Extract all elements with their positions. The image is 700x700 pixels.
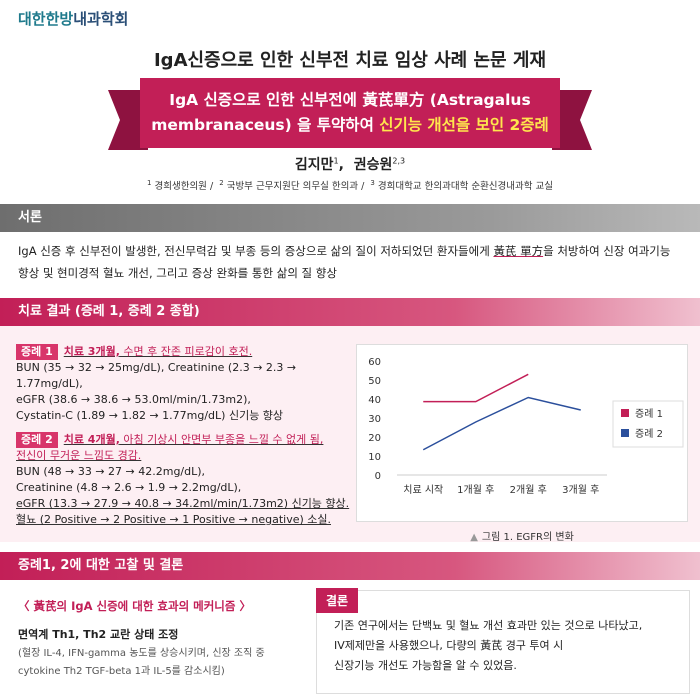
intro-text: IgA 신증 후 신부전이 발생한, 전신무력감 및 부종 등의 증상으로 삶의… — [18, 240, 688, 284]
author-1: 김지만 — [294, 157, 334, 173]
page-title: IgA신증으로 인한 신부전 치료 임상 사례 논문 게재 — [153, 50, 547, 71]
mechanism-detail-1: (혈장 IL-4, IFN-gamma 농도를 상승시키며, 신장 조직 중 — [18, 648, 265, 659]
y-tick-label: 10 — [368, 452, 381, 463]
results-section-header: 치료 결과 (증례 1, 증례 2 종합) — [0, 298, 700, 326]
chart-caption: ▲ 그림 1. EGFR의 변화 — [356, 528, 688, 543]
x-tick-label: 1개월 후 — [457, 484, 494, 496]
conclusion-line-3: 신장기능 개선도 가능함을 알 수 있었음. — [334, 659, 517, 672]
authors: 김지만1, 권승원2,3 — [0, 154, 700, 174]
ribbon-line-1: IgA 신증으로 인한 신부전에 黃芪單方 (Astragalus — [169, 91, 531, 109]
x-tick-label: 2개월 후 — [510, 484, 547, 496]
case-2-line-4: 혈뇨 (2 Positive → 2 Positive → 1 Positive… — [16, 513, 331, 526]
affil-1: 경희생한의원 / — [154, 181, 214, 192]
society-logo: 대한한방내과학회 — [18, 8, 128, 29]
y-tick-label: 20 — [368, 433, 381, 444]
case-2-line-2: Creatinine (4.8 → 2.6 → 1.9 → 2.2mg/dL), — [16, 481, 242, 494]
conclusion-box — [316, 590, 690, 694]
mechanism-title: 〈 黃芪의 IgA 신증에 대한 효과의 메커니즘 〉 — [18, 599, 251, 613]
intro-text-2: 을 처방하여 신장 여과기능 — [543, 244, 671, 258]
author-2-affil: 2,3 — [392, 156, 406, 166]
affil-2: 국방부 근무지원단 의무실 한의과 / — [226, 181, 365, 192]
affil-3-num: 3 — [370, 178, 375, 187]
ribbon-line-2-plain: membranaceus) 을 투약하여 — [151, 116, 380, 134]
series-line-2 — [422, 396, 581, 451]
case-1: 증례 1 치료 3개월, 수면 후 잔존 피로감이 호전. BUN (35 → 3… — [16, 344, 356, 424]
y-tick-label: 30 — [368, 414, 381, 425]
chart-caption-text: 그림 1. EGFR의 변화 — [481, 532, 574, 543]
case-2-line-3: eGFR (13.3 → 27.9 → 40.8 → 34.2ml/min/1.… — [16, 497, 350, 510]
conclusion-tag: 결론 — [316, 588, 359, 613]
affiliations: 1 경희생한의원 / 2 국방부 근무지원단 의무실 한의과 / 3 경희대학교… — [0, 178, 700, 192]
y-tick-label: 40 — [368, 395, 381, 406]
mechanism-detail: (혈장 IL-4, IFN-gamma 농도를 상승시키며, 신장 조직 중 c… — [18, 645, 308, 681]
mechanism-detail-2: cytokine Th2 TGF-beta 1과 IL-5를 감소시킴) — [18, 666, 225, 677]
logo-part-1: 대한한방 — [18, 10, 74, 28]
author-1-affil: 1 — [333, 156, 339, 166]
intro-herb: 黃芪 單方 — [493, 244, 544, 258]
case-2-line-0: 전신이 무거운 느낌도 경감. — [16, 449, 142, 462]
logo-part-2: 내과학회 — [73, 10, 129, 28]
case-1-line-2: eGFR (38.6 → 38.6 → 53.0ml/min/1.73m2), — [16, 393, 251, 406]
egfr-chart: 0 10 20 30 40 50 60 치료 시작 1개월 후 2개월 후 3개월 후 증례 1 증례 … — [356, 344, 688, 522]
discussion-section-header: 증례1, 2에 대한 고찰 및 결론 — [0, 552, 700, 580]
affil-1-num: 1 — [146, 178, 152, 187]
case-1-line-1: BUN (35 → 32 → 25mg/dL), Creatinine (2.3… — [16, 361, 297, 390]
case-1-lead-rest: 수면 후 잔존 피로감이 호전. — [119, 345, 253, 358]
affil-2-num: 2 — [219, 178, 224, 187]
author-sep: , — [338, 157, 344, 173]
x-tick-label: 치료 시작 — [403, 484, 443, 496]
conclusion-line-1: 기존 연구에서는 단백뇨 및 혈뇨 개선 효과만 있는 것으로 나타났고, — [334, 619, 643, 632]
case-1-line-3: Cystatin-C (1.89 → 1.82 → 1.77mg/dL) 신기능… — [16, 409, 284, 422]
ribbon-line-2: membranaceus) 을 투약하여 신기능 개선을 보인 2증례 — [140, 113, 560, 138]
series-line-1 — [423, 373, 529, 403]
legend-swatch — [621, 409, 629, 417]
egfr-chart-svg: 0 10 20 30 40 50 60 치료 시작 1개월 후 2개월 후 3개월 후 증례 1 증례 … — [368, 357, 684, 496]
conclusion-line-2: IV제제만을 사용했으나, 다량의 黃芪 경구 투여 시 — [334, 639, 564, 652]
case-1-tag: 증례 1 — [16, 344, 58, 360]
conclusion-text: 기존 연구에서는 단백뇨 및 혈뇨 개선 효과만 있는 것으로 나타났고, IV… — [334, 616, 684, 676]
case-2-line-1: BUN (48 → 33 → 27 → 42.2mg/dL), — [16, 465, 206, 478]
y-tick-label: 60 — [368, 357, 381, 368]
legend-label: 증례 1 — [635, 408, 663, 420]
paper-title-ribbon: IgA 신증으로 인한 신부전에 黃芪單方 (Astragalus membra… — [140, 78, 560, 148]
case-2-lead: 치료 4개월, — [63, 433, 120, 446]
y-tick-label: 50 — [368, 376, 381, 387]
case-2-tag: 증례 2 — [16, 432, 58, 448]
intro-text-3: 향상 및 현미경적 혈뇨 개선, 그리고 증상 완화를 통한 삶의 질 향상 — [18, 266, 337, 280]
intro-text-1: IgA 신증 후 신부전이 발생한, 전신무력감 및 부종 등의 증상으로 삶의… — [18, 244, 494, 258]
legend-label: 증례 2 — [635, 428, 663, 440]
triangle-icon: ▲ — [470, 532, 478, 543]
case-2-lead-rest: 아침 기상시 안면부 부종을 느낄 수 없게 됨, — [119, 433, 324, 446]
ribbon-highlight: 신기능 개선을 보인 2증례 — [379, 116, 549, 134]
mechanism-subtitle: 면역계 Th1, Th2 교란 상태 조정 — [18, 628, 179, 641]
case-2: 증례 2 치료 4개월, 아침 기상시 안면부 부종을 느낄 수 없게 됨, 전신… — [16, 432, 356, 528]
affil-3: 경희대학교 한의과대학 순환신경내과학 교실 — [377, 181, 554, 192]
case-1-lead: 치료 3개월, — [63, 345, 120, 358]
legend-swatch — [621, 429, 629, 437]
legend-box — [612, 400, 684, 448]
intro-section-header: 서론 — [0, 204, 700, 232]
author-2: 권승원 — [353, 157, 393, 173]
y-tick-label: 0 — [375, 471, 381, 482]
x-tick-label: 3개월 후 — [562, 484, 599, 496]
